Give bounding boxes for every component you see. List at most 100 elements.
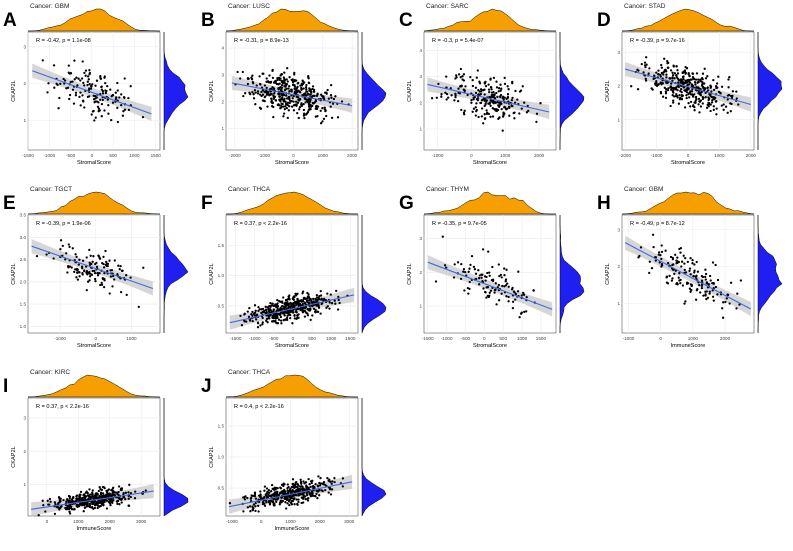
data-point [296, 486, 299, 489]
data-point [305, 83, 308, 87]
data-point [113, 494, 117, 497]
data-point [59, 499, 62, 503]
data-point [93, 101, 96, 104]
data-point [297, 484, 300, 487]
data-point [272, 105, 275, 109]
y-tick-label: 3 [617, 227, 620, 232]
data-point [455, 76, 458, 79]
data-point [506, 93, 510, 96]
panel-letter: D [597, 10, 611, 31]
data-point [703, 67, 706, 70]
data-point [242, 94, 245, 98]
data-point [248, 505, 252, 508]
data-point [276, 486, 279, 490]
data-point [95, 261, 98, 265]
stat-label: R = 0.4, p < 2.2e-16 [234, 404, 284, 410]
data-point [301, 79, 304, 82]
data-point [307, 295, 310, 298]
data-point [691, 95, 695, 98]
y-tick-label: 2 [23, 81, 26, 86]
data-point [263, 485, 267, 488]
data-point [707, 283, 711, 286]
x-tick-label: 500 [499, 336, 507, 341]
regression-line [231, 82, 353, 107]
data-point [283, 302, 287, 305]
data-point [511, 300, 515, 303]
data-point [687, 80, 691, 83]
data-point [91, 260, 94, 263]
data-point [276, 313, 280, 316]
data-point [670, 82, 673, 85]
data-point [302, 108, 306, 112]
data-point [59, 248, 62, 251]
data-point [88, 505, 91, 509]
data-point [307, 496, 310, 500]
data-point [330, 116, 334, 120]
data-point [266, 105, 269, 108]
data-point [311, 314, 314, 317]
data-point [319, 312, 322, 315]
data-point [269, 301, 272, 305]
data-point [78, 258, 81, 261]
data-point [671, 258, 675, 261]
data-point [257, 309, 260, 313]
data-point [308, 493, 311, 496]
data-point [693, 263, 696, 266]
data-point [274, 79, 277, 83]
data-point [303, 113, 306, 116]
data-point [695, 260, 698, 264]
data-point [729, 94, 733, 98]
data-point [495, 91, 498, 95]
data-point [469, 75, 472, 79]
data-point [116, 106, 119, 110]
data-point [296, 503, 299, 506]
data-point [69, 506, 73, 510]
data-point [305, 494, 309, 497]
data-point [101, 492, 105, 495]
data-point [305, 88, 308, 91]
data-point [514, 89, 517, 93]
data-point [434, 280, 438, 283]
data-point [453, 99, 456, 102]
data-point [510, 98, 514, 102]
data-point [303, 97, 306, 100]
data-point [275, 500, 278, 504]
data-point [260, 94, 263, 98]
data-point [254, 505, 257, 508]
data-point [289, 501, 292, 504]
data-point [75, 255, 78, 259]
data-point [462, 73, 466, 76]
data-point [694, 99, 697, 102]
data-point [68, 245, 71, 249]
data-point [675, 74, 678, 77]
data-point [127, 491, 130, 494]
data-point [252, 503, 256, 506]
data-point [66, 264, 70, 268]
data-point [244, 92, 247, 95]
data-point [489, 104, 492, 107]
data-point [460, 85, 463, 88]
data-point [697, 78, 700, 81]
regression-line [229, 294, 355, 324]
data-point [337, 295, 340, 299]
data-point [696, 81, 699, 84]
y-tick-label: 1 [23, 482, 26, 487]
data-point [287, 304, 291, 308]
data-point [102, 285, 106, 289]
data-point [472, 96, 475, 99]
data-point [338, 301, 341, 305]
data-point [477, 115, 480, 119]
data-point [454, 95, 457, 99]
panel-title: Cancer: STAD [624, 3, 666, 10]
data-point [254, 497, 258, 500]
data-point [480, 107, 484, 110]
data-point [266, 321, 269, 324]
data-point [66, 271, 69, 274]
data-point [74, 91, 78, 94]
data-point [84, 265, 88, 268]
data-point [659, 253, 662, 257]
data-point [674, 253, 677, 256]
data-point [309, 93, 312, 96]
data-point [108, 259, 111, 262]
data-point [62, 77, 65, 81]
